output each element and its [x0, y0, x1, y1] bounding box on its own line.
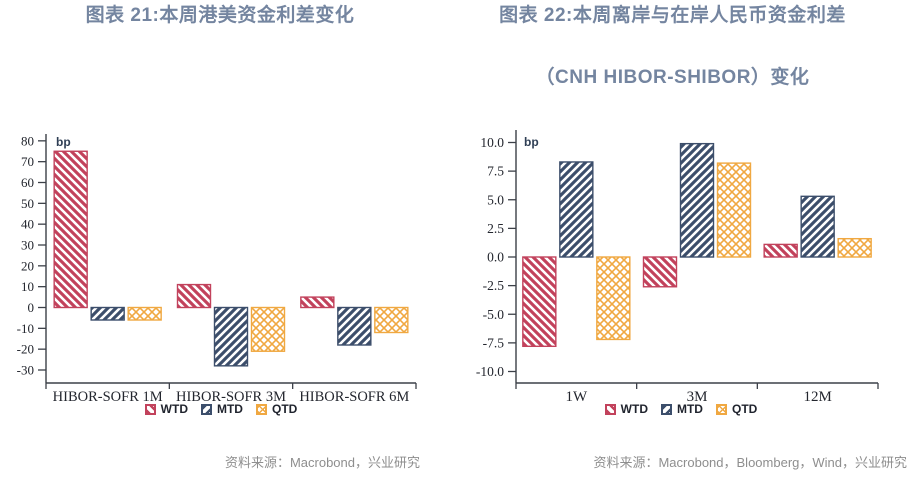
- svg-text:60: 60: [21, 175, 34, 190]
- svg-text:10: 10: [21, 279, 34, 294]
- svg-text:-7.5: -7.5: [483, 335, 505, 350]
- qtd-swatch: [255, 403, 267, 415]
- svg-text:-10: -10: [17, 321, 34, 336]
- chart-21-plot: 80 70 60 50 40 30 20 10 0 -10 -20 -30 bp HIBOR-SOFR 1…: [17, 133, 417, 405]
- mtd-swatch: [200, 403, 212, 415]
- legend-item-wtd: WTD: [144, 402, 188, 416]
- svg-text:20: 20: [21, 258, 34, 273]
- wtd-label: WTD: [620, 402, 648, 416]
- svg-text:0.0: 0.0: [487, 250, 504, 265]
- svg-text:HIBOR-SOFR 3M: HIBOR-SOFR 3M: [176, 389, 286, 405]
- wtd-label: WTD: [160, 402, 188, 416]
- wtd-swatch: [144, 403, 156, 415]
- svg-text:70: 70: [21, 154, 34, 169]
- svg-text:bp: bp: [56, 135, 71, 149]
- svg-text:2.5: 2.5: [487, 221, 504, 236]
- svg-text:3M: 3M: [687, 389, 708, 405]
- mtd-label: MTD: [676, 402, 703, 416]
- svg-text:HIBOR-SOFR 6M: HIBOR-SOFR 6M: [299, 389, 409, 405]
- legend-item-qtd: QTD: [715, 402, 758, 416]
- legend-item-qtd: QTD: [255, 402, 298, 416]
- svg-text:10.0: 10.0: [480, 135, 504, 150]
- svg-text:-2.5: -2.5: [483, 278, 505, 293]
- chart-21-legend: WTD MTD QTD: [46, 402, 396, 416]
- svg-text:1W: 1W: [565, 389, 588, 405]
- svg-text:12M: 12M: [803, 389, 831, 405]
- chart-22-title-line2: （CNH HIBOR-SHIBOR）变化: [535, 67, 810, 88]
- wtd-swatch: [604, 403, 616, 415]
- chart-21-title: 图表 21:本周港美资金利差变化: [85, 5, 355, 26]
- svg-text:40: 40: [21, 217, 34, 232]
- svg-text:bp: bp: [524, 135, 539, 149]
- svg-text:HIBOR-SOFR 1M: HIBOR-SOFR 1M: [53, 389, 163, 405]
- mtd-swatch: [660, 403, 672, 415]
- svg-text:-5.0: -5.0: [483, 307, 505, 322]
- svg-text:7.5: 7.5: [487, 164, 504, 179]
- legend-item-mtd: MTD: [200, 402, 243, 416]
- svg-text:80: 80: [21, 133, 34, 148]
- chart-22-source: 资料来源：Macrobond，Bloomberg，Wind，兴业研究: [593, 455, 907, 470]
- svg-text:-10.0: -10.0: [476, 364, 504, 379]
- svg-text:-20: -20: [17, 342, 34, 357]
- svg-text:0: 0: [28, 300, 35, 315]
- qtd-label: QTD: [731, 402, 758, 416]
- chart-21-source: 资料来源：Macrobond，兴业研究: [224, 455, 420, 470]
- legend-item-mtd: MTD: [660, 402, 703, 416]
- qtd-label: QTD: [271, 402, 298, 416]
- chart-22-plot: 10.0 7.5 5.0 2.5 0.0 -2.5 -5.0 -7.5 -10.0 bp 1W 3M 1…: [476, 130, 879, 405]
- mtd-label: MTD: [216, 402, 243, 416]
- chart-22-title-line1: 图表 22:本周离岸与在岸人民币资金利差: [499, 5, 846, 26]
- svg-text:-30: -30: [17, 362, 34, 377]
- qtd-swatch: [715, 403, 727, 415]
- chart-22-legend: WTD MTD QTD: [516, 402, 846, 416]
- svg-text:50: 50: [21, 196, 34, 211]
- svg-text:5.0: 5.0: [487, 192, 504, 207]
- legend-item-wtd: WTD: [604, 402, 648, 416]
- svg-text:30: 30: [21, 238, 34, 253]
